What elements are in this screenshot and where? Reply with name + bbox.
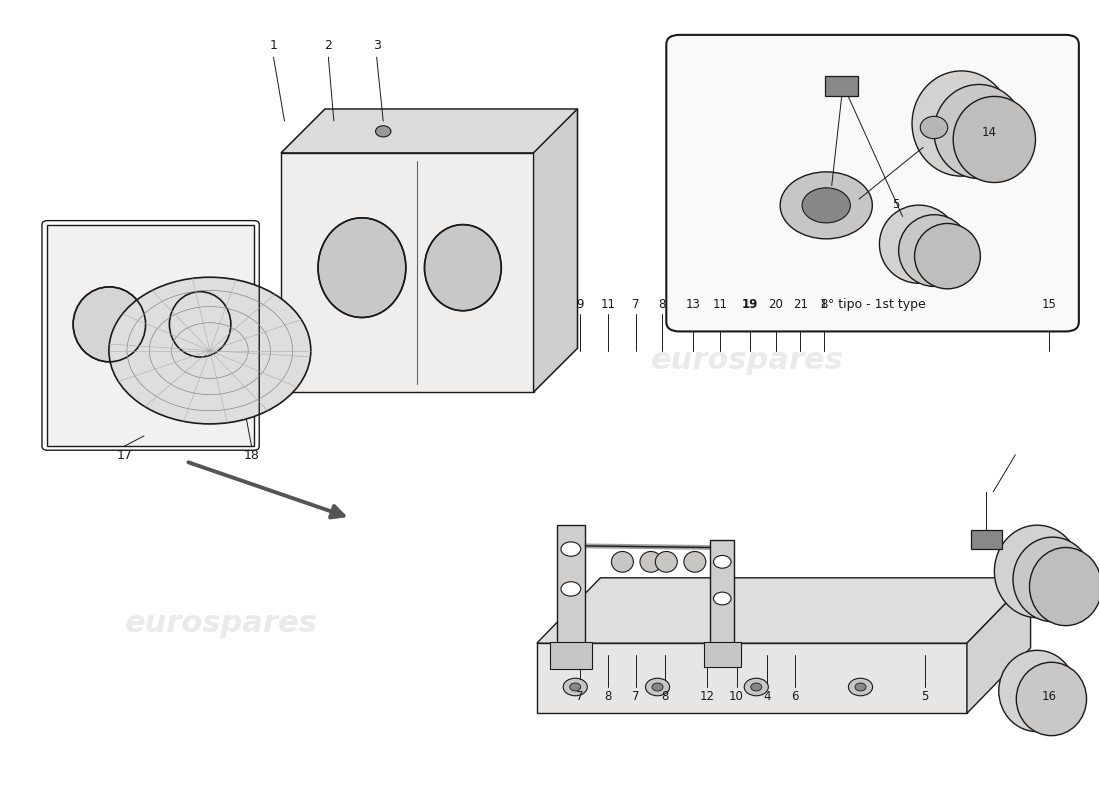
Circle shape — [751, 683, 762, 691]
Ellipse shape — [1013, 537, 1092, 622]
Ellipse shape — [954, 97, 1035, 182]
Ellipse shape — [612, 551, 634, 572]
Circle shape — [652, 683, 663, 691]
Ellipse shape — [999, 650, 1076, 732]
FancyArrowPatch shape — [188, 462, 343, 518]
Text: 8: 8 — [661, 690, 669, 703]
Text: 10: 10 — [729, 690, 744, 703]
Ellipse shape — [656, 551, 678, 572]
Circle shape — [780, 172, 872, 239]
Text: eurospares: eurospares — [651, 609, 844, 638]
Text: eurospares: eurospares — [651, 346, 844, 374]
Ellipse shape — [921, 116, 948, 138]
Text: 12: 12 — [700, 690, 714, 703]
Bar — [47, 225, 254, 446]
Ellipse shape — [899, 214, 970, 286]
Circle shape — [855, 683, 866, 691]
Text: 5: 5 — [892, 198, 900, 211]
Text: 8: 8 — [658, 298, 666, 311]
Text: 1° tipo - 1st type: 1° tipo - 1st type — [820, 298, 925, 311]
Text: 13: 13 — [685, 298, 700, 311]
Bar — [825, 76, 858, 97]
Text: 18: 18 — [243, 450, 260, 462]
Bar — [711, 539, 735, 643]
Bar — [282, 153, 534, 392]
Text: 7: 7 — [576, 690, 583, 703]
Bar — [704, 642, 741, 667]
Text: 15: 15 — [1042, 298, 1057, 311]
Bar — [971, 530, 1002, 549]
Circle shape — [563, 678, 587, 696]
Circle shape — [848, 678, 872, 696]
Polygon shape — [967, 578, 1031, 714]
Ellipse shape — [914, 223, 980, 289]
Text: 19: 19 — [741, 298, 758, 311]
Ellipse shape — [425, 225, 502, 310]
Ellipse shape — [684, 551, 706, 572]
Text: eurospares: eurospares — [124, 609, 317, 638]
Text: 11: 11 — [713, 298, 727, 311]
Text: 1: 1 — [270, 38, 277, 52]
Polygon shape — [282, 109, 578, 153]
Text: 8: 8 — [821, 298, 828, 311]
Ellipse shape — [73, 287, 145, 362]
Ellipse shape — [934, 85, 1024, 178]
Ellipse shape — [879, 205, 958, 283]
Text: 11: 11 — [601, 298, 616, 311]
Circle shape — [570, 683, 581, 691]
Text: 21: 21 — [793, 298, 807, 311]
Ellipse shape — [912, 71, 1011, 176]
Polygon shape — [534, 109, 578, 392]
Ellipse shape — [318, 218, 406, 318]
Ellipse shape — [640, 551, 662, 572]
Text: 5: 5 — [922, 690, 928, 703]
Circle shape — [646, 678, 670, 696]
Circle shape — [714, 555, 732, 568]
Text: 20: 20 — [769, 298, 783, 311]
Bar — [557, 525, 585, 643]
Circle shape — [745, 678, 768, 696]
Circle shape — [109, 278, 311, 424]
Text: 7: 7 — [631, 690, 639, 703]
Text: 4: 4 — [763, 690, 771, 703]
FancyBboxPatch shape — [667, 35, 1079, 331]
Bar — [550, 642, 592, 669]
Text: 6: 6 — [791, 690, 799, 703]
Ellipse shape — [994, 525, 1080, 618]
Text: 8: 8 — [605, 690, 612, 703]
Text: 16: 16 — [1042, 690, 1057, 703]
Ellipse shape — [169, 292, 231, 357]
Ellipse shape — [1016, 662, 1087, 736]
Text: 2: 2 — [324, 38, 332, 52]
Text: 14: 14 — [981, 126, 997, 139]
Circle shape — [714, 592, 732, 605]
Circle shape — [561, 542, 581, 556]
Text: 17: 17 — [117, 450, 132, 462]
Text: eurospares: eurospares — [124, 346, 317, 374]
Polygon shape — [537, 578, 1031, 643]
Text: 3: 3 — [373, 38, 381, 52]
Ellipse shape — [1030, 547, 1100, 626]
Circle shape — [561, 582, 581, 596]
Text: 7: 7 — [631, 298, 639, 311]
Circle shape — [802, 188, 850, 223]
Polygon shape — [537, 643, 967, 714]
Text: 9: 9 — [576, 298, 583, 311]
Circle shape — [375, 126, 390, 137]
